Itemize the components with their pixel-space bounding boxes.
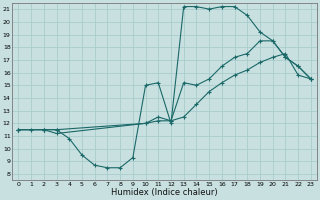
X-axis label: Humidex (Indice chaleur): Humidex (Indice chaleur) [111, 188, 218, 197]
